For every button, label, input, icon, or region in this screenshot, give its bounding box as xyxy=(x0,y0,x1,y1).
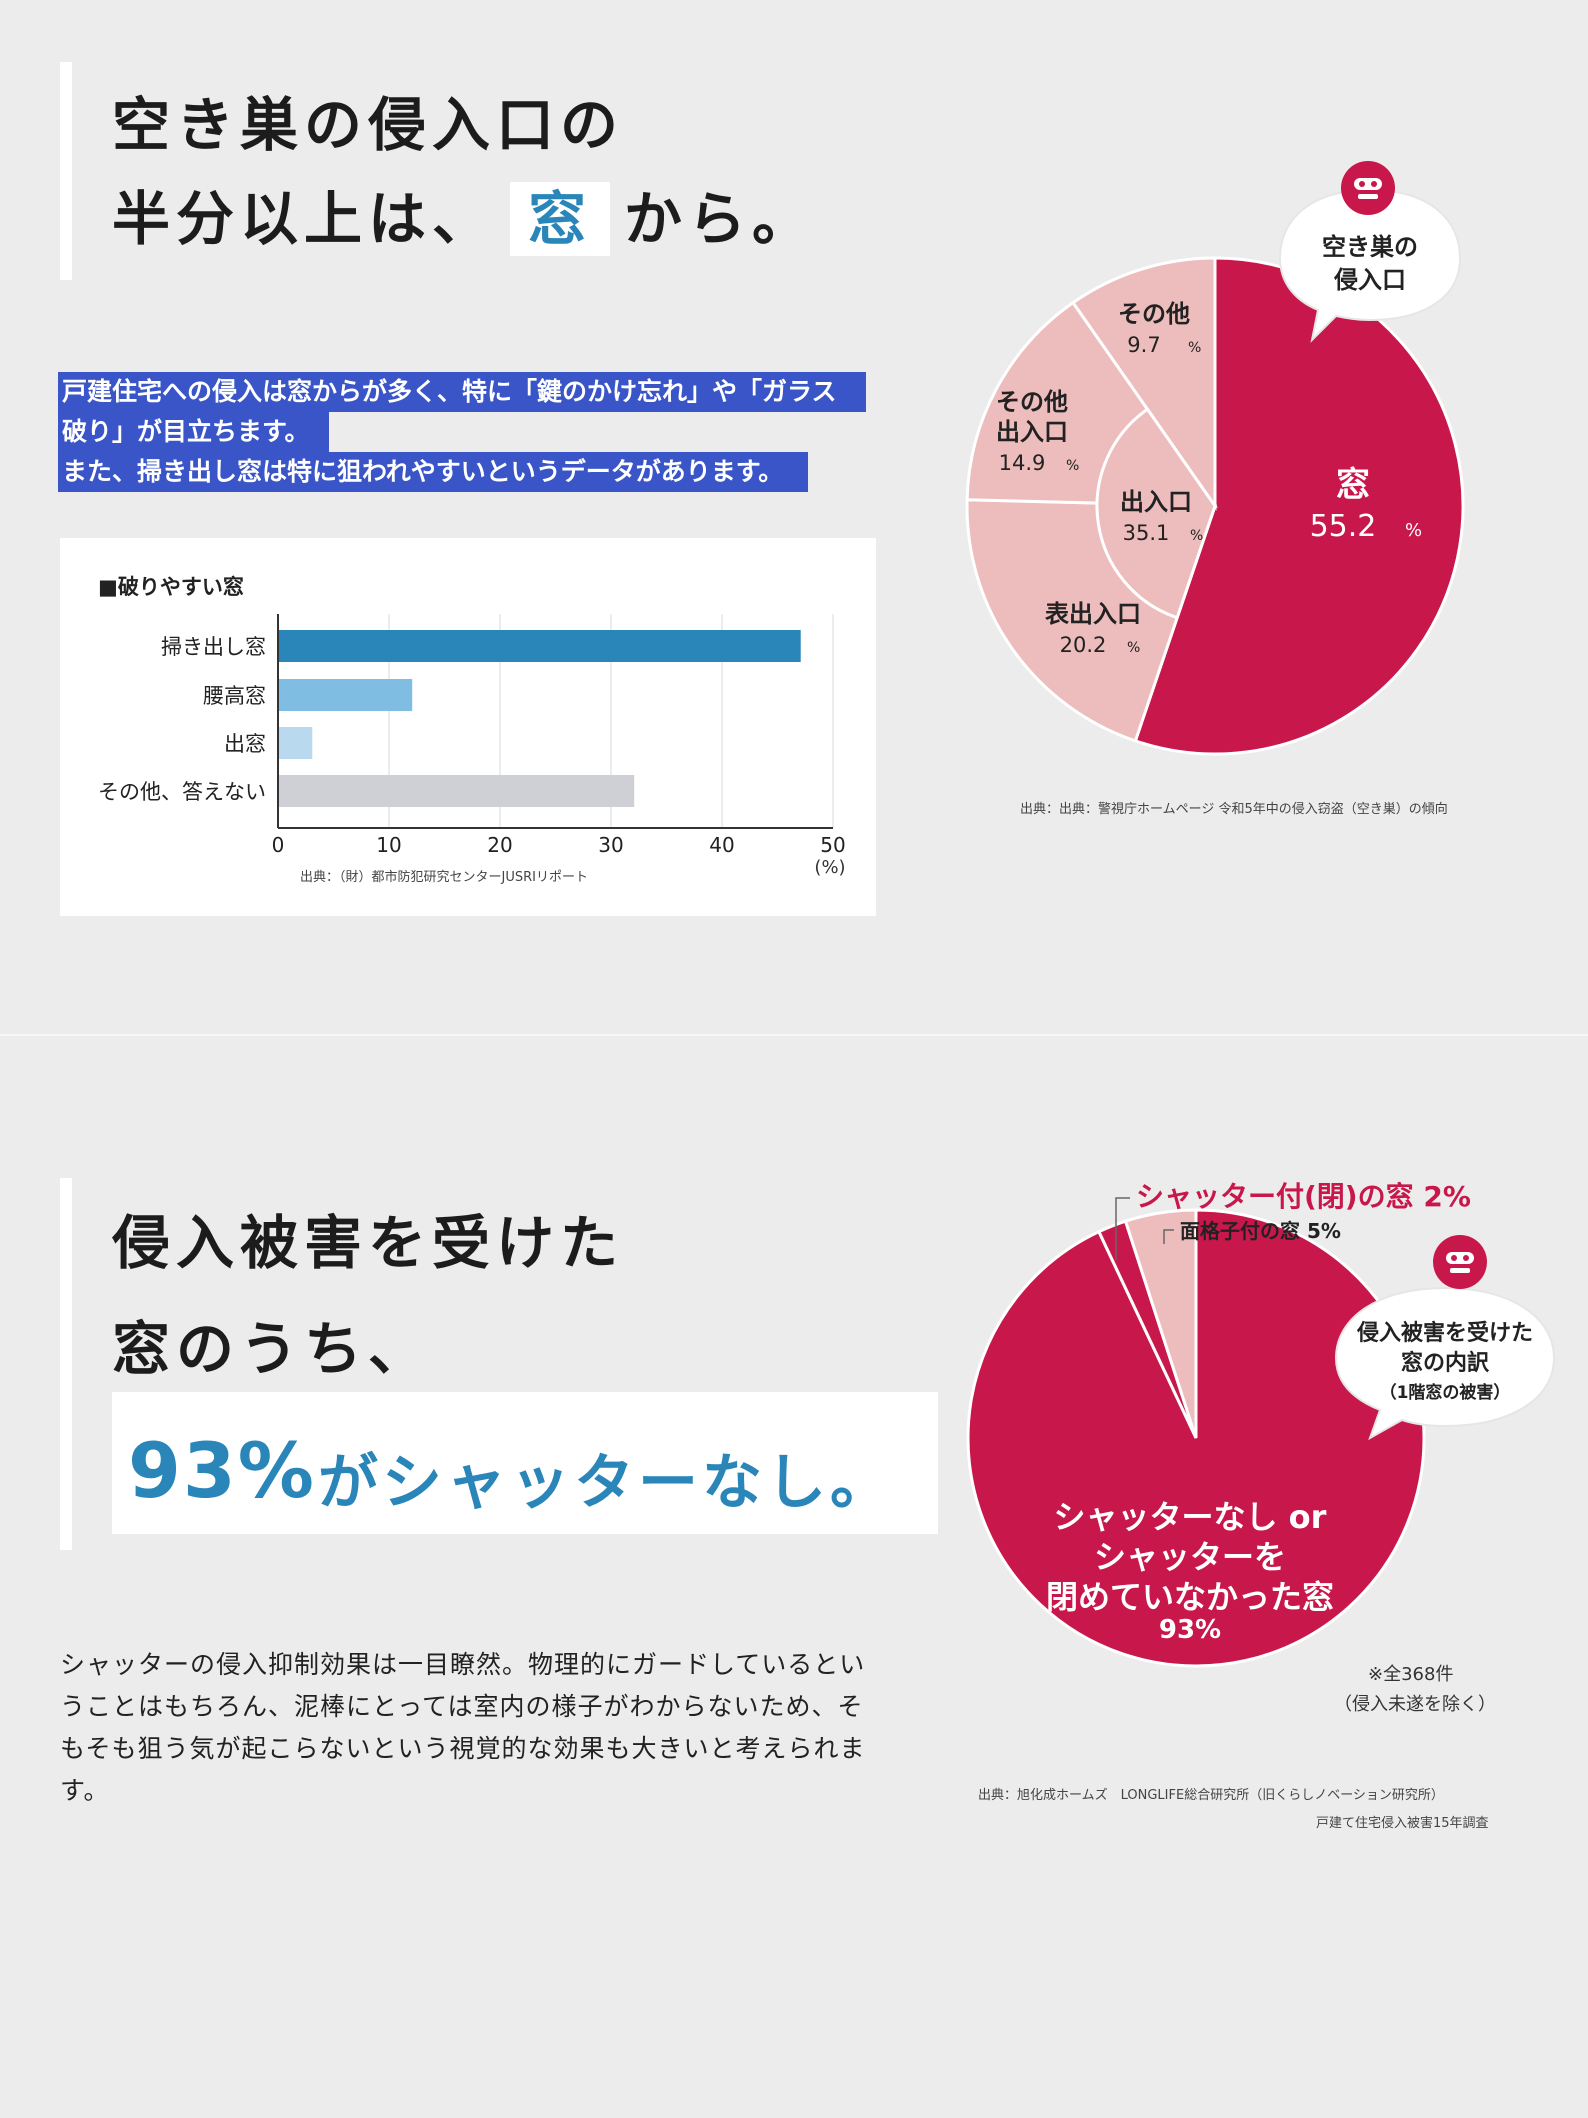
pie2-note-line2: （侵入未遂を除く） xyxy=(1334,1694,1496,1715)
pie2-source-line2: 戸建て住宅侵入被害15年調査 xyxy=(1316,1816,1489,1831)
bar-x-tick: 20 xyxy=(487,833,512,857)
bar-1 xyxy=(279,679,413,711)
headline2-highlight: 93% がシャッターなし。 xyxy=(112,1392,938,1534)
headline-line1: 空き巣の侵入口の xyxy=(112,91,625,159)
pie2-main-label: シャッターを xyxy=(1094,1538,1286,1576)
pie2-grid-label: 面格子付の窓 5% xyxy=(1180,1219,1341,1243)
selected-text-line1[interactable]: 戸建住宅への侵入は窓からが多く、特に「鍵のかけ忘れ」や「ガラス xyxy=(58,372,866,412)
burglar-icon-2 xyxy=(1433,1235,1487,1289)
pie2-source-line1: 出典：旭化成ホームズ LONGLIFE総合研究所（旧くらしノベーション研究所） xyxy=(978,1788,1444,1803)
bubble1-line1: 空き巣の xyxy=(1322,233,1418,261)
bar-x-unit: (%) xyxy=(814,857,845,878)
pie2-main-value: 93% xyxy=(1159,1615,1221,1645)
pie2-callout-grid xyxy=(1163,1229,1174,1244)
pie1-value: 14.9 xyxy=(999,451,1046,475)
bar-x-tick: 30 xyxy=(598,833,623,857)
bar-x-tick: 10 xyxy=(376,833,401,857)
pie2-slice-2 xyxy=(1123,1208,1198,1439)
pie1-label: 出入口 xyxy=(1120,488,1192,516)
bar-chart-card: ■破りやすい窓 掃き出し窓腰高窓出窓その他、答えない 0 10 20 30 40 50 (… xyxy=(60,538,876,916)
bar-category-label: 腰高窓 xyxy=(203,684,266,708)
headline-accent-bar xyxy=(60,62,72,280)
bubble2-line2: 窓の内訳 xyxy=(1401,1350,1490,1376)
bar-0 xyxy=(279,630,801,662)
pie1-label: その他 xyxy=(1118,300,1190,328)
pie1-value: 35.1 xyxy=(1123,521,1170,545)
pie1-unit: % xyxy=(1127,640,1140,656)
pie1-value: 55.2 xyxy=(1310,509,1377,544)
pie2-main-label: 閉めていなかった窓 xyxy=(1046,1578,1334,1616)
speech-bubble-1: 空き巣の 侵入口 xyxy=(1278,188,1462,344)
headline-suffix: から。 xyxy=(624,185,817,253)
bubble2-line1: 侵入被害を受けた xyxy=(1356,1320,1533,1346)
pie1-unit: % xyxy=(1190,528,1203,544)
headline2-line1: 侵入被害を受けた xyxy=(112,1209,625,1277)
selected-text-line2[interactable]: 破り」が目立ちます。 xyxy=(58,412,329,452)
bar-x-tick: 0 xyxy=(272,833,285,857)
burglar-icon xyxy=(1341,161,1395,215)
bubble2-line3: （1階窓の被害） xyxy=(1380,1382,1511,1403)
pie1-unit: % xyxy=(1066,458,1079,474)
bubble1-line2: 侵入口 xyxy=(1333,266,1406,294)
selected-text-line3[interactable]: また、掃き出し窓は特に狙われやすいというデータがあります。 xyxy=(58,452,808,492)
paragraph-line1: シャッターの侵入抑制効果は一目瞭然。物理的にガードしているとい xyxy=(60,1650,866,1679)
pie1-unit: % xyxy=(1405,520,1422,541)
pie2-note-line1: ※全368件 xyxy=(1368,1664,1454,1685)
pie1-value: 20.2 xyxy=(1060,633,1107,657)
headline2-highlight-number: 93% xyxy=(128,1426,316,1515)
bar-source: 出典：（財）都市防犯研究センターJUSRIリポート xyxy=(300,870,588,885)
pie2-main-label: シャッターなし or xyxy=(1054,1498,1327,1536)
pie1-label: 窓 xyxy=(1336,465,1370,505)
headline-highlight: 窓 xyxy=(510,182,611,256)
section-divider xyxy=(0,1034,1588,1036)
bar-category-label: その他、答えない xyxy=(98,780,266,804)
pie1-slice-3 xyxy=(1070,256,1217,511)
pie1-value: 9.7 xyxy=(1127,333,1160,357)
pie1-unit: % xyxy=(1188,340,1201,356)
bar-chart-title: ■破りやすい窓 xyxy=(98,575,244,599)
bar-3 xyxy=(279,775,635,807)
headline2-line2: 窓のうち、 xyxy=(112,1315,433,1383)
paragraph-line2: うことはもちろん、泥棒にとっては室内の様子がわからないため、そ xyxy=(60,1692,864,1721)
bar-category-label: 出窓 xyxy=(224,732,266,756)
pie1-source: 出典：出典：警視庁ホームページ 令和5年中の侵入窃盗（空き巣）の傾向 xyxy=(1020,802,1448,817)
headline-prefix: 半分以上は、 xyxy=(112,185,497,253)
pie1-label: 表出入口 xyxy=(1045,600,1141,628)
paragraph-line3: もそも狙う気が起こらないという視覚的な効果も大きいと考えられま xyxy=(60,1734,866,1763)
pie2-callout-shutter xyxy=(1115,1197,1130,1260)
bar-x-tick: 50 xyxy=(820,833,845,857)
headline2-accent-bar xyxy=(60,1178,72,1550)
pie1-label: その他 xyxy=(996,388,1068,416)
paragraph-line4: す。 xyxy=(60,1776,110,1805)
bar-category-label: 掃き出し窓 xyxy=(161,635,266,659)
bar-x-tick: 40 xyxy=(709,833,734,857)
pie1-label: 出入口 xyxy=(996,418,1068,446)
pie2-shutter-label: シャッター付(閉)の窓 2% xyxy=(1136,1180,1471,1213)
pie1-inner-group xyxy=(1095,407,1217,620)
speech-bubble-2: 侵入被害を受けた 窓の内訳 （1階窓の被害） xyxy=(1334,1286,1556,1440)
headline-line2: 半分以上は、窓から。 xyxy=(112,182,816,256)
bar-2 xyxy=(279,727,313,759)
headline2-highlight-text: がシャッターなし。 xyxy=(318,1448,894,1518)
